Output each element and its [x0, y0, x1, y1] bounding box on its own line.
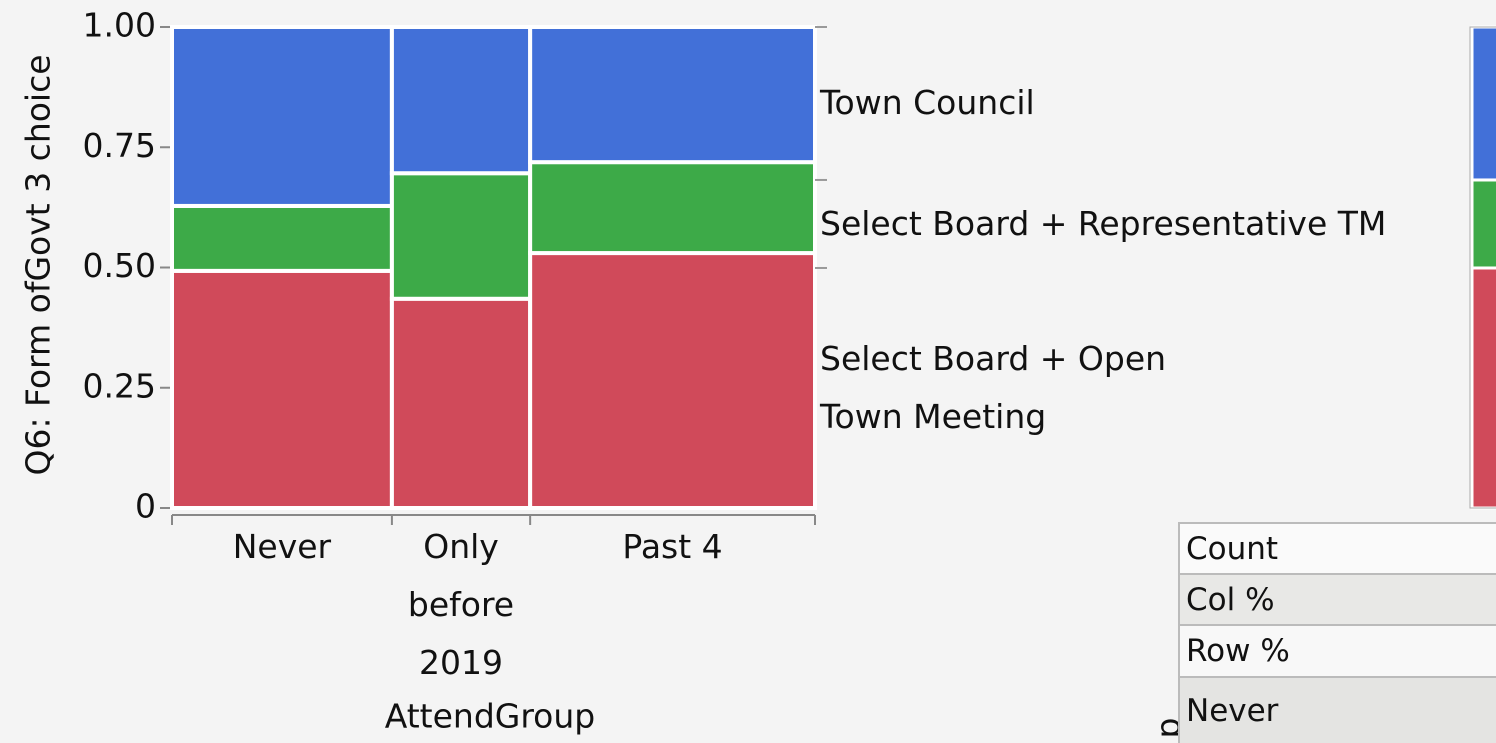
y-tick-label: 1.00: [83, 6, 156, 45]
marginal-bar: [1470, 266, 1496, 510]
table-row: Count: [1178, 522, 1496, 573]
mosaic-cell: [170, 25, 394, 208]
mosaic-cell: [528, 251, 817, 510]
marginal-bar: [1470, 178, 1496, 270]
x-tick-label: Past 4: [622, 527, 723, 566]
marginal-frame: [1469, 26, 1496, 509]
y-tick-label: 0.50: [83, 246, 156, 285]
mosaic-cell: [389, 25, 533, 176]
mosaic-cell: [170, 203, 394, 273]
table-row: Never: [1178, 676, 1496, 743]
table-row: Row %: [1178, 624, 1496, 676]
mosaic-cell: [528, 25, 817, 165]
legend-label: Select Board + Open Town Meeting: [820, 338, 1167, 436]
x-tick-label: Never: [232, 527, 332, 566]
legend-label: Select Board + Representative TM: [820, 203, 1387, 243]
legend-label: Town Council: [820, 83, 1035, 123]
mosaic-cell: [528, 160, 817, 256]
marginal-bar: [1470, 25, 1496, 182]
y-tick-label: 0.25: [83, 366, 156, 405]
side-label: p: [1149, 718, 1188, 739]
y-tick-label: 0.75: [83, 126, 156, 165]
y-tick-label: 0: [135, 487, 156, 526]
mosaic-cell: [389, 296, 533, 511]
y-axis-label: Q6: Form ofGovt 3 choice: [19, 54, 58, 475]
mosaic-cell: [170, 268, 394, 510]
table-row: Col %: [1178, 573, 1496, 624]
x-axis-label: AttendGroup: [385, 697, 596, 736]
mosaic-cell: [389, 171, 533, 301]
x-tick-label: Only before 2019: [407, 527, 515, 682]
